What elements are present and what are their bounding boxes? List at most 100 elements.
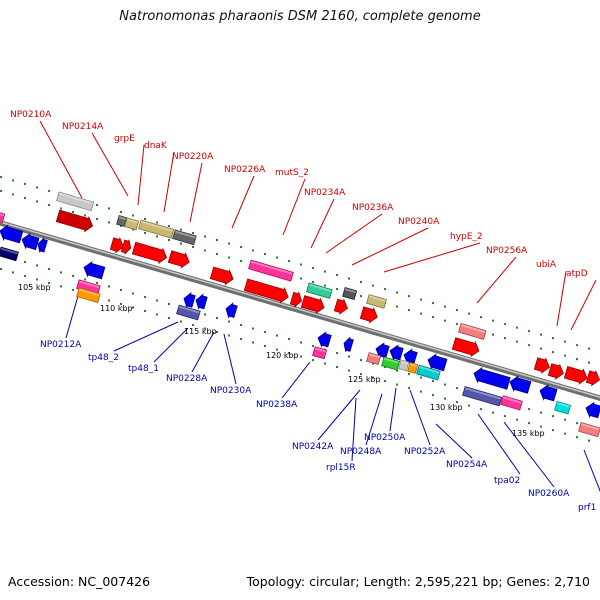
tick-dot [300,341,302,344]
tick-dot [372,362,374,365]
gene-feature [342,287,358,301]
gene-feature [300,295,325,315]
tick-dot [576,344,578,347]
tick-dot [420,298,422,301]
forward-gene-label: grpE [114,134,135,144]
gene-feature [0,246,19,262]
gene-feature [225,301,238,319]
gene-feature [138,219,175,239]
tick-dot [264,253,266,256]
tick-dot [216,331,218,334]
forward-gene-label: dnaK [144,141,168,151]
label-connectors [39,120,600,493]
tick-dot [228,242,230,245]
tick-dot [144,295,146,298]
tick-dot [168,238,170,241]
tick-dot [96,203,98,206]
tick-dot [288,260,290,263]
tick-dot [24,260,26,263]
tick-dot [312,281,314,284]
tick-dot [528,344,530,347]
tick-dot [252,327,254,330]
tick-dot [168,316,170,319]
tick-dot [516,418,518,421]
tick-dot [156,313,158,316]
reverse-connector [351,397,357,462]
forward-gene-label: NP0214A [62,122,104,132]
tick-dot [444,397,446,400]
forward-gene-label: NP0234A [304,188,346,198]
tick-dot [240,338,242,341]
tick-dot [144,217,146,220]
gene-feature [359,306,378,324]
tick-dot [36,278,38,281]
tick-dot [48,267,50,270]
tick-dot [0,175,2,178]
gene-feature [533,357,550,374]
tick-dot [144,309,146,312]
tick-dot [120,210,122,213]
tick-dot [396,369,398,372]
tick-dot [396,383,398,386]
gene-feature [21,232,40,251]
tick-dot [576,436,578,439]
tick-dot [360,359,362,362]
tick-dot [24,182,26,185]
tick-dot [420,390,422,393]
tick-dot [204,235,206,238]
gene-feature [312,346,328,360]
tick-dot [240,324,242,327]
reverse-connector [477,413,521,475]
gene-feature [500,395,523,411]
forward-connector [570,279,597,331]
tick-dot [204,249,206,252]
gene-feature [195,293,208,311]
gene-feature [427,353,448,372]
tick-dot [108,299,110,302]
tick-dot [216,317,218,320]
tick-dot [300,263,302,266]
gene-feature [333,298,349,315]
reverse-connector [435,423,473,459]
reverse-gene-label: NP0250A [364,433,406,443]
tick-dot [156,235,158,238]
reverse-gene-label: tpa02 [494,476,520,486]
tick-dot [132,214,134,217]
tick-dot [120,224,122,227]
kbp-label: 110 kbp [100,304,133,313]
gene-feature [407,362,419,374]
gene-feature [172,229,197,246]
gene-features [0,191,600,438]
tick-dot [48,281,50,284]
tick-dot [12,193,14,196]
tick-dot [108,221,110,224]
forward-connector [231,175,255,229]
reverse-connector [409,389,431,446]
gene-feature [366,294,387,309]
tick-dot [360,295,362,298]
gene-feature [55,209,94,233]
tick-dot [312,345,314,348]
tick-dot [432,302,434,305]
tick-dot [264,345,266,348]
tick-dot [432,316,434,319]
tick-dot [12,179,14,182]
tick-dot [504,337,506,340]
tick-dot [336,274,338,277]
tick-dot [564,418,566,421]
tick-dot [396,291,398,294]
tick-dot [420,376,422,379]
tick-dot [204,327,206,330]
tick-dot [456,309,458,312]
tick-dot [156,299,158,302]
genome-backbone [0,220,600,402]
tick-dot [180,320,182,323]
kbp-label: 105 kbp [18,283,51,292]
gene-feature [0,224,24,244]
tick-dot [120,288,122,291]
tick-dot [96,281,98,284]
kbp-label: 120 kbp [266,351,299,360]
tick-dot [132,306,134,309]
tick-dot [564,354,566,357]
